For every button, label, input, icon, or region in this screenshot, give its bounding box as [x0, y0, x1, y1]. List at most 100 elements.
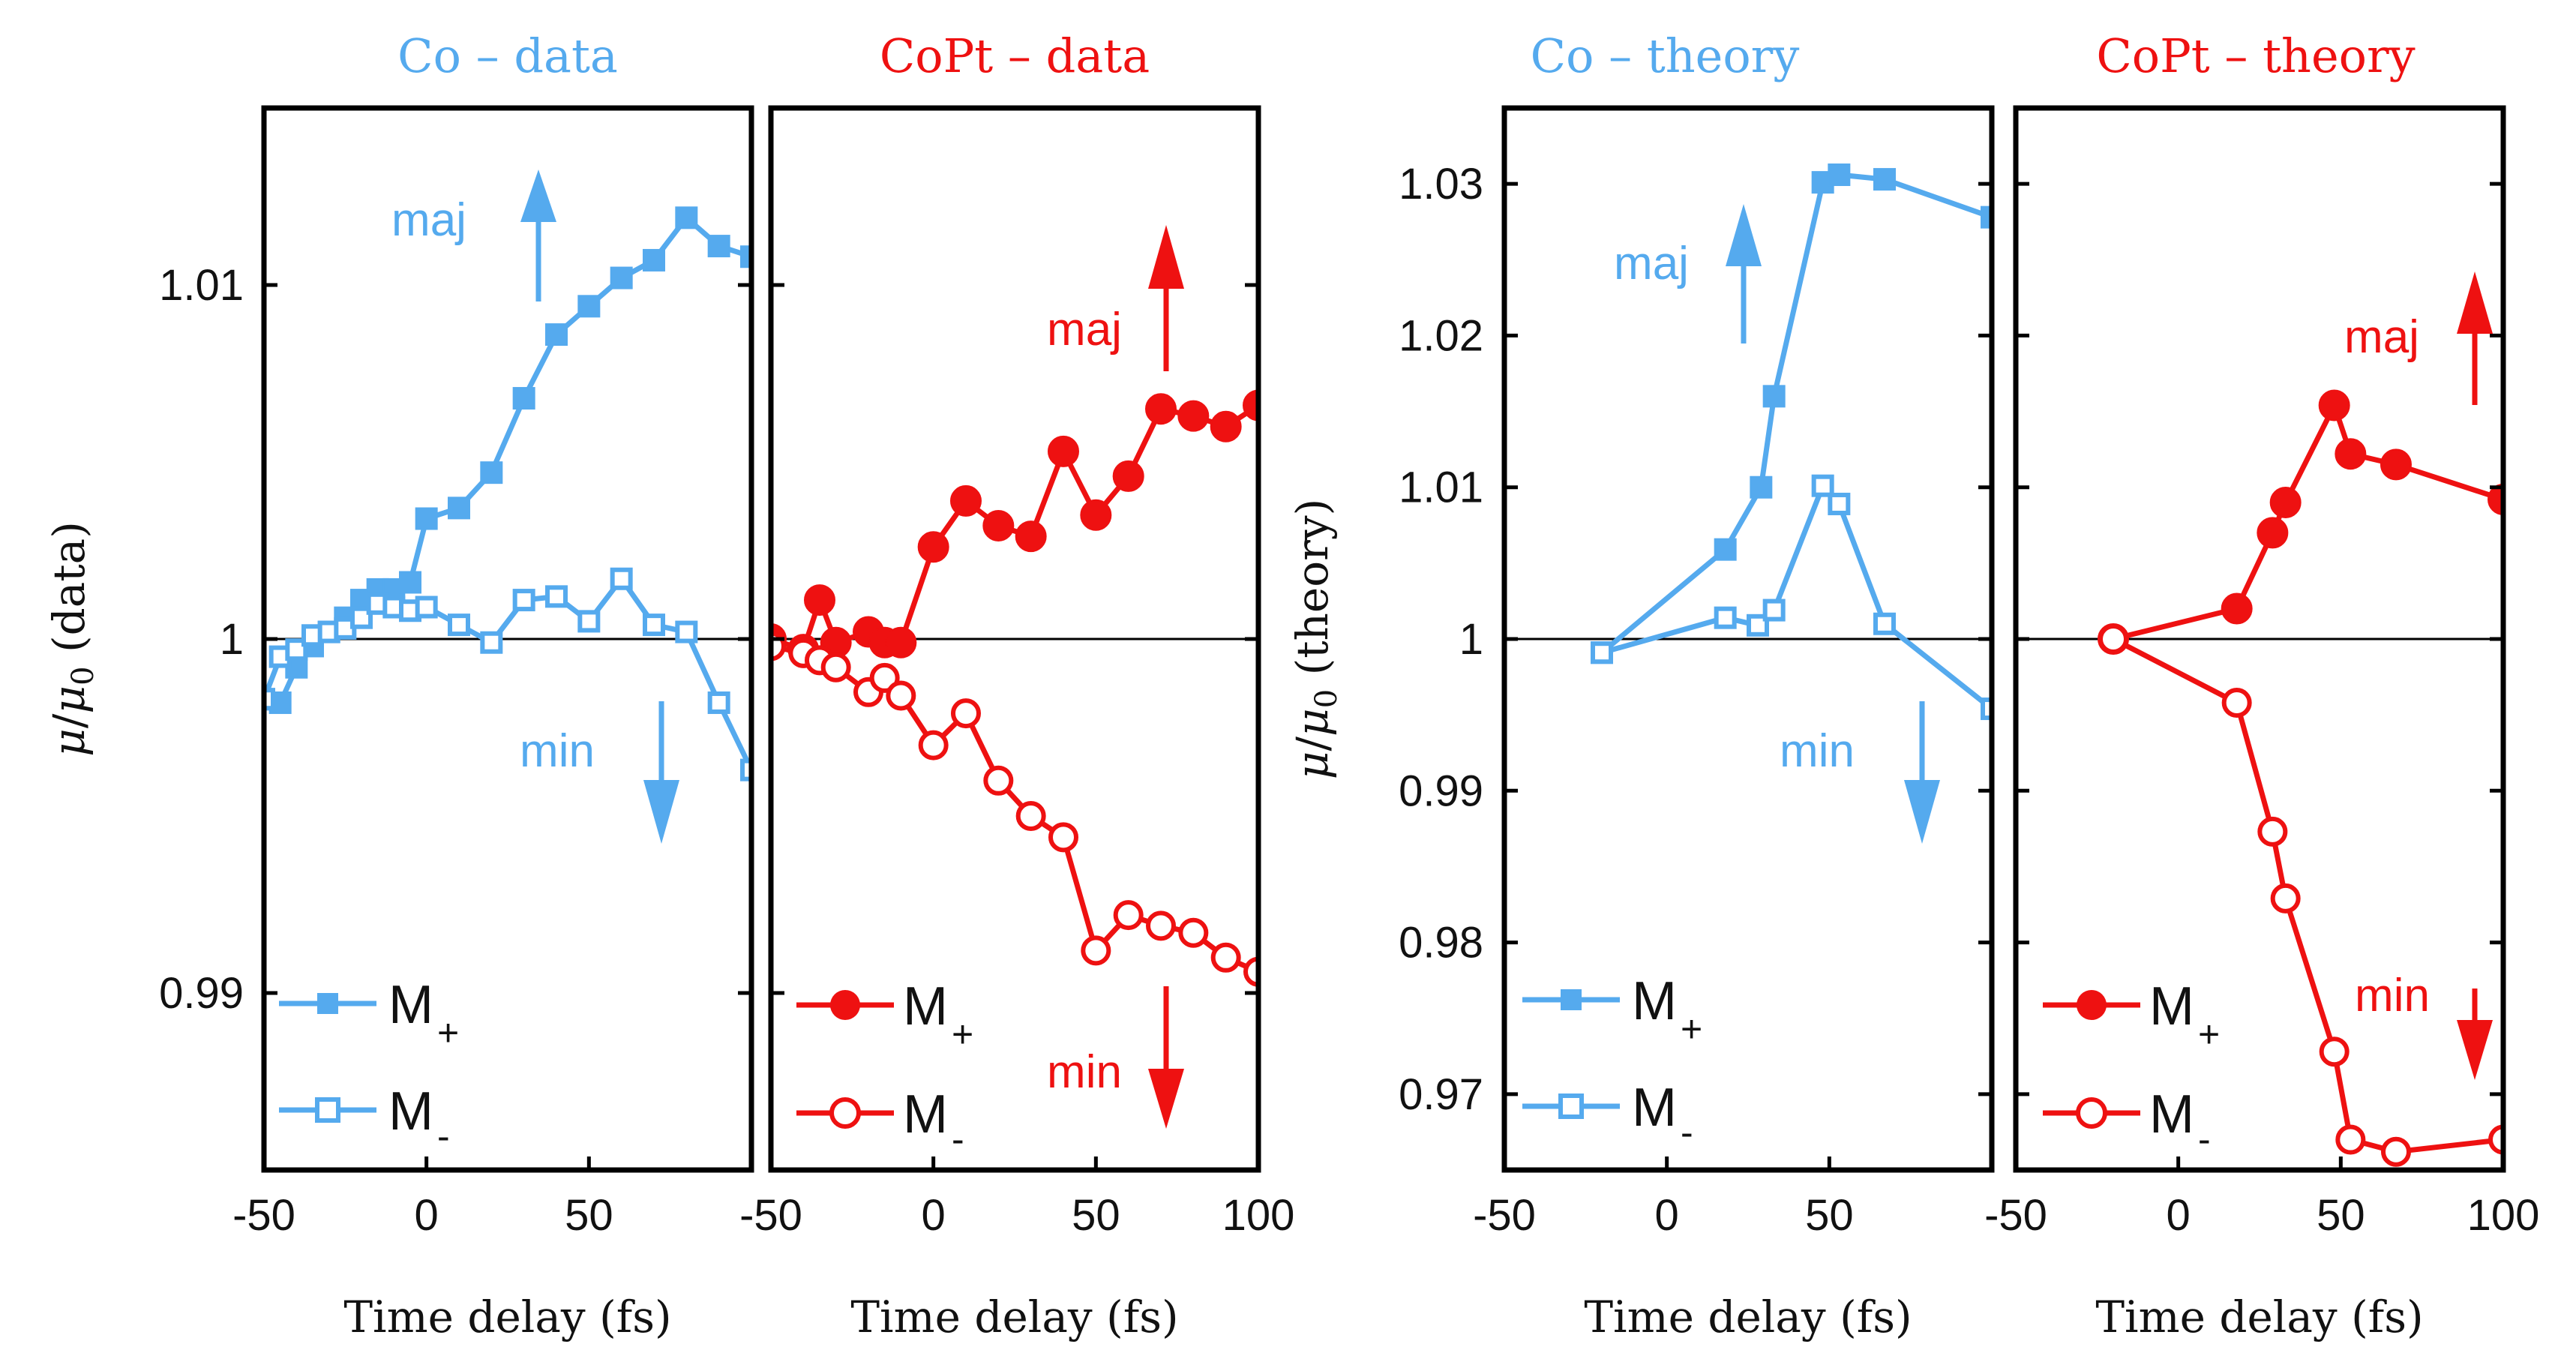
data-point	[1762, 598, 1786, 622]
data-point	[415, 507, 438, 530]
maj-label: maj	[1614, 238, 1689, 290]
y-label-sub0: 0	[1309, 689, 1344, 708]
data-point	[2098, 624, 2128, 654]
legend-marker-minus	[1558, 1094, 1584, 1119]
y-axis-label: μ/μ0 (theory)	[1287, 499, 1344, 780]
data-point	[2257, 816, 2288, 847]
data-point	[1145, 393, 1177, 425]
down-arrowhead-icon	[643, 780, 679, 844]
series-line	[771, 403, 1258, 652]
down-arrowhead-icon	[2457, 1020, 2493, 1080]
up-arrowhead-icon	[2457, 272, 2493, 334]
x-tick-label: 50	[565, 1191, 613, 1240]
up-arrowhead-icon	[1148, 225, 1184, 289]
min-label: min	[1047, 1046, 1122, 1098]
legend-label-minus: M	[388, 1082, 433, 1142]
data-point	[1714, 538, 1737, 561]
data-point	[643, 248, 665, 272]
up-arrowhead-icon	[1726, 204, 1762, 266]
legend-label-plus: M	[1632, 971, 1677, 1031]
legend: M + M -	[796, 976, 973, 1160]
legend-sub-plus: +	[2198, 1013, 2220, 1055]
x-axis-label: Time delay (fs)	[1584, 1292, 1912, 1342]
series-m-minus	[771, 631, 1258, 987]
data-point	[2318, 389, 2350, 422]
data-point	[1828, 492, 1851, 515]
legend-label-minus: M	[1632, 1078, 1677, 1138]
data-point	[1015, 520, 1047, 553]
up-arrowhead-icon	[520, 170, 556, 222]
legend: M + M -	[279, 975, 459, 1157]
y-tick-label: 0.97	[1399, 1070, 1483, 1119]
y-tick-label: 1.01	[159, 261, 244, 310]
y-label-rest: (theory)	[1287, 499, 1338, 689]
down-arrowhead-icon	[1148, 1069, 1184, 1129]
series-m-plus	[2098, 389, 2503, 655]
legend: M + M -	[2043, 976, 2220, 1160]
y-tick-label: 1	[1459, 615, 1483, 664]
x-axis-label: Time delay (fs)	[850, 1292, 1178, 1342]
data-point	[1080, 499, 1112, 531]
plot-frame	[261, 105, 754, 1173]
series-layer	[264, 206, 751, 782]
data-point	[1828, 164, 1851, 187]
data-point	[512, 589, 535, 612]
data-point	[577, 295, 601, 318]
y-label-mu0: μ	[43, 686, 94, 714]
data-point	[885, 626, 917, 658]
min-label: min	[2355, 970, 2430, 1022]
data-point	[610, 567, 633, 590]
data-point	[545, 585, 568, 608]
legend-sub-minus: -	[952, 1118, 964, 1160]
data-point	[1048, 822, 1078, 853]
data-point	[399, 571, 421, 594]
data-point	[886, 680, 916, 711]
data-point	[1048, 435, 1079, 467]
min-label: min	[520, 725, 595, 777]
panel-title: CoPt – data	[880, 28, 1150, 83]
y-label-slash: /	[1287, 736, 1338, 752]
panel-title: Co – data	[397, 28, 618, 83]
x-tick-label: -50	[1984, 1191, 2047, 1240]
data-point	[2380, 448, 2412, 481]
x-tick-label: -50	[1473, 1191, 1536, 1240]
maj-label: maj	[2344, 311, 2419, 363]
y-label-rest: (data)	[43, 521, 94, 666]
data-point	[1210, 410, 1242, 442]
data-point	[1243, 956, 1258, 987]
data-point	[2257, 517, 2289, 549]
x-axis-label: Time delay (fs)	[2095, 1292, 2423, 1342]
legend-label-minus: M	[2149, 1084, 2194, 1144]
annotations: maj min	[391, 170, 679, 844]
series-m-minus	[264, 567, 751, 782]
series-m-minus	[1591, 474, 1992, 721]
data-point	[1112, 460, 1144, 492]
data-point	[1177, 400, 1210, 432]
series-line	[2112, 636, 2503, 1155]
y-tick-label: 1	[220, 615, 244, 664]
panel-title: Co – theory	[1531, 28, 1800, 83]
y-axis-label: μ/μ0 (data)	[43, 521, 100, 757]
maj-label: maj	[1047, 304, 1122, 356]
data-point	[951, 698, 981, 729]
data-point	[512, 387, 535, 410]
data-point	[1178, 917, 1209, 948]
series-layer	[1504, 164, 1992, 721]
series-layer	[771, 389, 1258, 987]
y-tick-label: 1.01	[1399, 464, 1483, 512]
data-point	[2488, 483, 2503, 515]
data-point	[2319, 1036, 2350, 1067]
y-tick-label: 0.99	[1399, 766, 1483, 815]
legend-marker-minus	[2076, 1097, 2107, 1129]
panel-copt-data: CoPt – data -50 0 50 100 Time delay (fs) M …	[739, 28, 1294, 1342]
data-point	[950, 484, 982, 517]
x-tick-label: 100	[2467, 1191, 2540, 1240]
data-point	[448, 614, 470, 637]
data-point	[1873, 612, 1896, 635]
annotations: maj min	[1047, 225, 1184, 1129]
x-tick-label: 50	[1072, 1191, 1120, 1240]
data-point	[982, 509, 1015, 542]
data-point	[1714, 606, 1737, 629]
data-point	[1015, 801, 1046, 831]
data-point	[1747, 614, 1769, 637]
